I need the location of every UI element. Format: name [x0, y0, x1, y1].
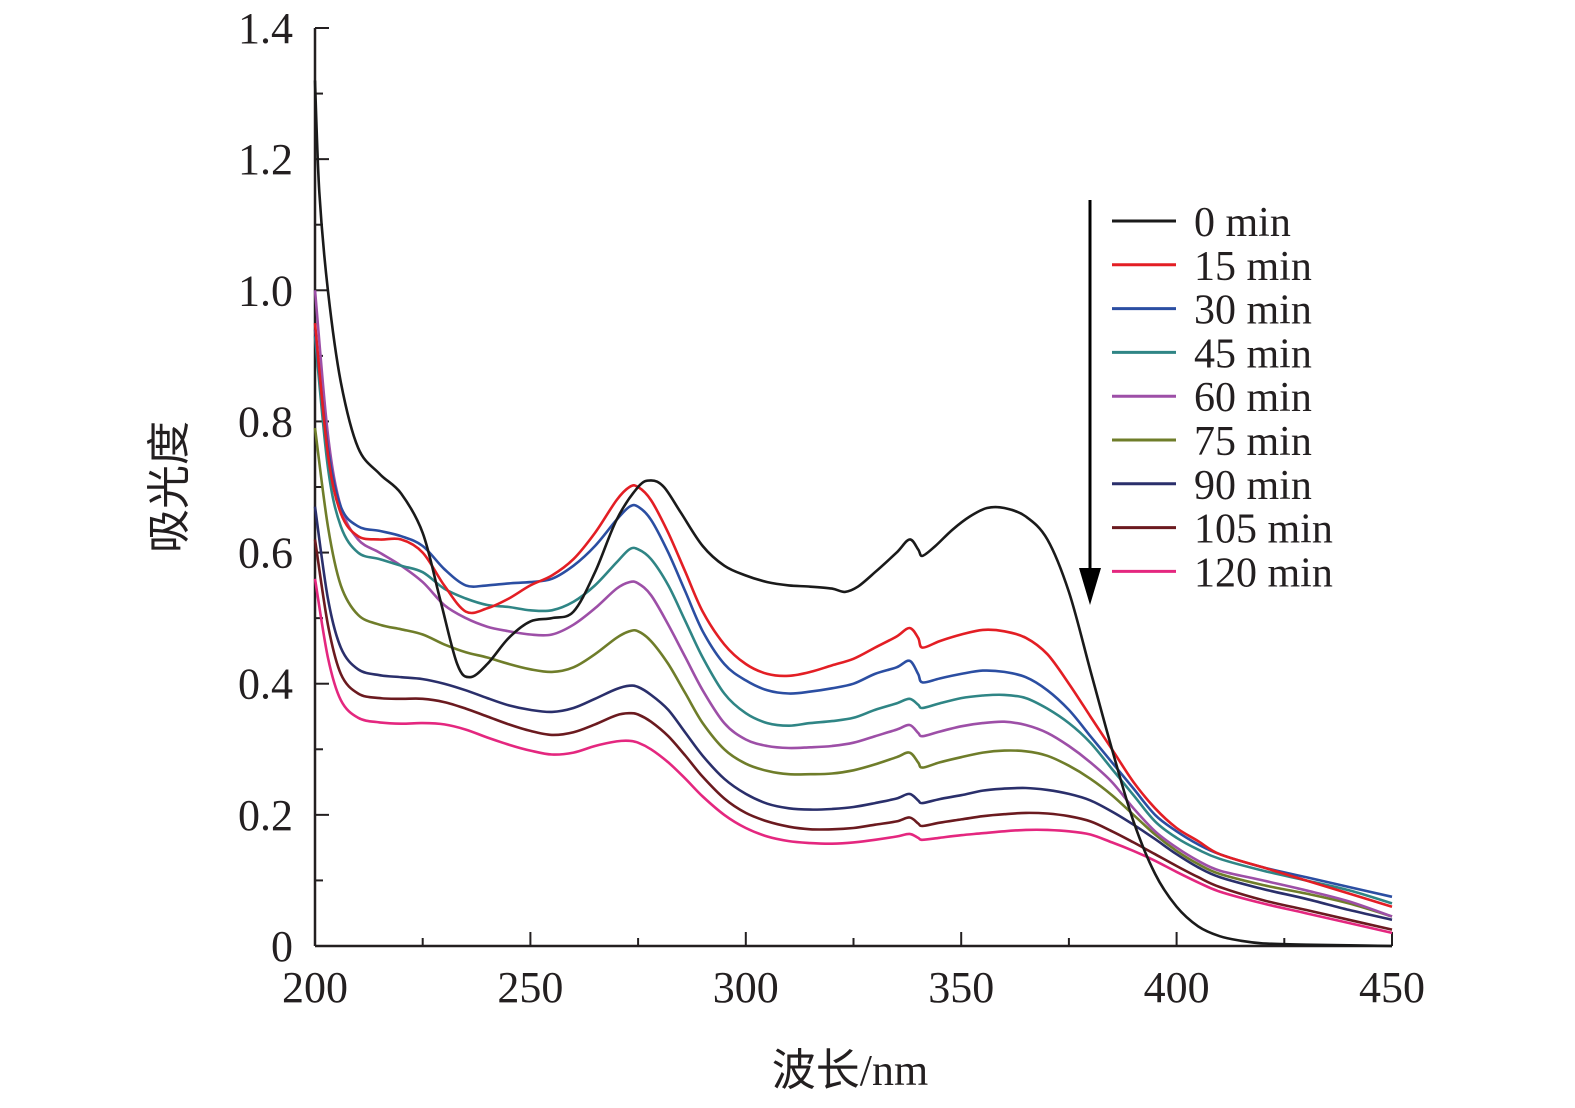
x-tick-label: 350 — [928, 963, 994, 1012]
legend-label: 45 min — [1194, 331, 1312, 377]
legend-label: 120 min — [1194, 550, 1333, 596]
series-line-0-min — [313, 80, 1393, 948]
x-tick-label: 300 — [713, 963, 779, 1012]
legend-label: 105 min — [1194, 507, 1333, 553]
series-line-105-min — [313, 539, 1393, 931]
y-tick-label: 1.4 — [238, 4, 293, 53]
y-tick-label: 0.4 — [238, 660, 293, 709]
decrease-arrow — [1079, 200, 1101, 605]
legend-label: 0 min — [1194, 200, 1291, 246]
y-tick-label: 0 — [271, 922, 293, 971]
y-tick-label: 0.8 — [238, 397, 293, 446]
legend-label: 15 min — [1194, 244, 1312, 290]
y-axis-title: 吸光度 — [145, 421, 194, 553]
series-line-15-min — [313, 322, 1393, 908]
x-tick-label: 400 — [1144, 963, 1210, 1012]
legend-label: 75 min — [1194, 419, 1312, 465]
series-line-75-min — [313, 427, 1393, 918]
legend-label: 60 min — [1194, 375, 1312, 421]
x-axis-title: 波长/nm — [772, 1046, 928, 1095]
x-tick-label: 450 — [1359, 963, 1425, 1012]
legend-label: 30 min — [1194, 288, 1312, 334]
axis-ticks: 200 250 300 350 400 450 0 0.2 0.4 0.6 0.8 1.0 1.2 1.4 — [238, 4, 1425, 1012]
y-tick-label: 1.2 — [238, 135, 293, 184]
y-tick-label: 0.6 — [238, 529, 293, 578]
series-line-90-min — [313, 506, 1393, 922]
x-tick-label: 200 — [282, 963, 348, 1012]
series-line-120-min — [313, 578, 1393, 935]
x-tick-label: 250 — [497, 963, 563, 1012]
legend-label: 90 min — [1194, 463, 1312, 509]
y-tick-label: 1.0 — [238, 266, 293, 315]
series-lines — [313, 80, 1393, 948]
series-line-60-min — [313, 290, 1393, 918]
y-tick-label: 0.2 — [238, 791, 293, 840]
series-line-30-min — [313, 329, 1393, 899]
arrow-head-icon — [1079, 568, 1101, 605]
